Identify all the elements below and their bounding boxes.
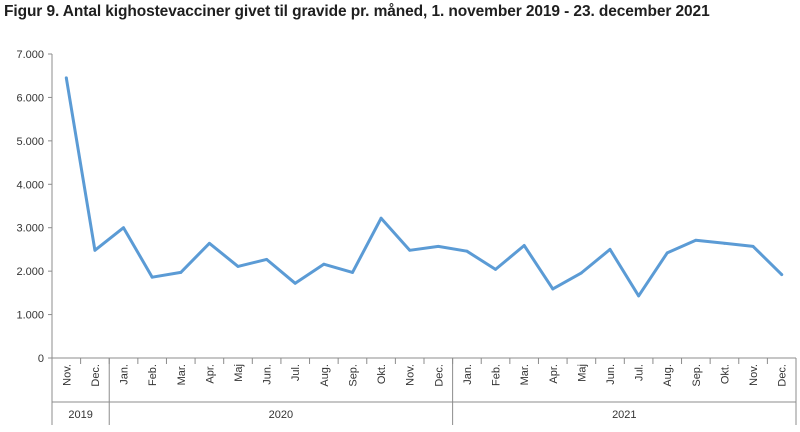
x-tick-label: Dec. — [777, 364, 789, 387]
y-tick-label: 0 — [38, 353, 44, 365]
x-tick-label: Mar. — [176, 364, 188, 385]
data-point — [723, 241, 726, 245]
data-point — [93, 248, 97, 252]
data-point — [64, 76, 68, 80]
x-tick-label: Maj — [576, 364, 588, 382]
y-tick-label: 7.000 — [16, 49, 44, 61]
data-point — [579, 271, 583, 275]
data-point — [522, 244, 526, 247]
data-point — [780, 273, 784, 277]
group-label: 2019 — [68, 409, 92, 421]
data-point — [494, 268, 497, 271]
x-tick-label: Aug. — [662, 364, 674, 387]
x-tick-label: Feb. — [147, 364, 159, 386]
data-point — [150, 275, 154, 279]
y-tick-label: 4.000 — [16, 179, 44, 191]
y-tick-label: 2.000 — [16, 266, 44, 278]
x-tick-label: Nov. — [61, 364, 73, 386]
series-layer — [64, 76, 784, 298]
group-label: 2020 — [269, 409, 293, 421]
x-tick-label: Okt. — [376, 364, 388, 384]
x-tick-label: Jun. — [262, 364, 274, 385]
x-axis: Nov. Dec. Jan. Feb. Mar. Apr. Maj Jun. Jul. Aug. S… — [51, 357, 797, 425]
data-point — [408, 248, 412, 252]
group-label: 2021 — [612, 409, 636, 421]
x-tick-label: Nov. — [405, 364, 417, 386]
x-tick-label: Jan. — [462, 364, 474, 385]
series-line — [64, 76, 784, 298]
y-tick-label: 1.000 — [16, 310, 44, 322]
data-point — [551, 287, 555, 291]
x-tick-label: Aug. — [319, 364, 331, 387]
x-tick-label: Okt. — [719, 364, 731, 384]
data-point — [379, 216, 383, 220]
y-axis: 0 1.000 2.000 3.000 4.000 5.000 6.000 7.000 — [16, 49, 53, 365]
data-point — [637, 294, 641, 298]
data-point — [207, 241, 211, 245]
x-tick-label: Feb. — [491, 364, 503, 386]
data-point — [751, 244, 755, 248]
y-tick-label: 3.000 — [16, 223, 44, 235]
data-point — [351, 271, 354, 274]
x-tick-label: Sep. — [347, 364, 359, 387]
x-tick-label: Mar. — [519, 364, 531, 385]
data-point — [265, 258, 269, 261]
data-point — [293, 281, 297, 285]
data-point — [436, 244, 440, 248]
data-point — [236, 264, 240, 268]
data-point — [608, 248, 612, 251]
x-tick-label: Nov. — [748, 364, 760, 386]
data-point — [179, 271, 183, 274]
x-tick-label: Maj — [233, 364, 245, 382]
x-tick-label: Jan. — [119, 364, 131, 385]
x-tick-label: Jul. — [634, 364, 646, 381]
x-tick-label: Apr. — [548, 364, 560, 384]
x-tick-label: Jun. — [605, 364, 617, 385]
data-point — [322, 262, 326, 266]
data-point — [122, 226, 125, 230]
x-tick-label: Sep. — [691, 364, 703, 387]
x-tick-label: Jul. — [290, 364, 302, 381]
x-tick-label: Apr. — [204, 364, 216, 384]
data-point — [694, 238, 698, 242]
y-tick-label: 6.000 — [16, 92, 44, 104]
chart-title: Figur 9. Antal kighostevacciner givet ti… — [4, 3, 710, 20]
data-point — [665, 251, 669, 255]
y-tick-label: 5.000 — [16, 136, 44, 148]
data-point — [465, 249, 469, 253]
x-tick-label: Dec. — [90, 364, 102, 387]
x-tick-label: Dec. — [433, 364, 445, 387]
